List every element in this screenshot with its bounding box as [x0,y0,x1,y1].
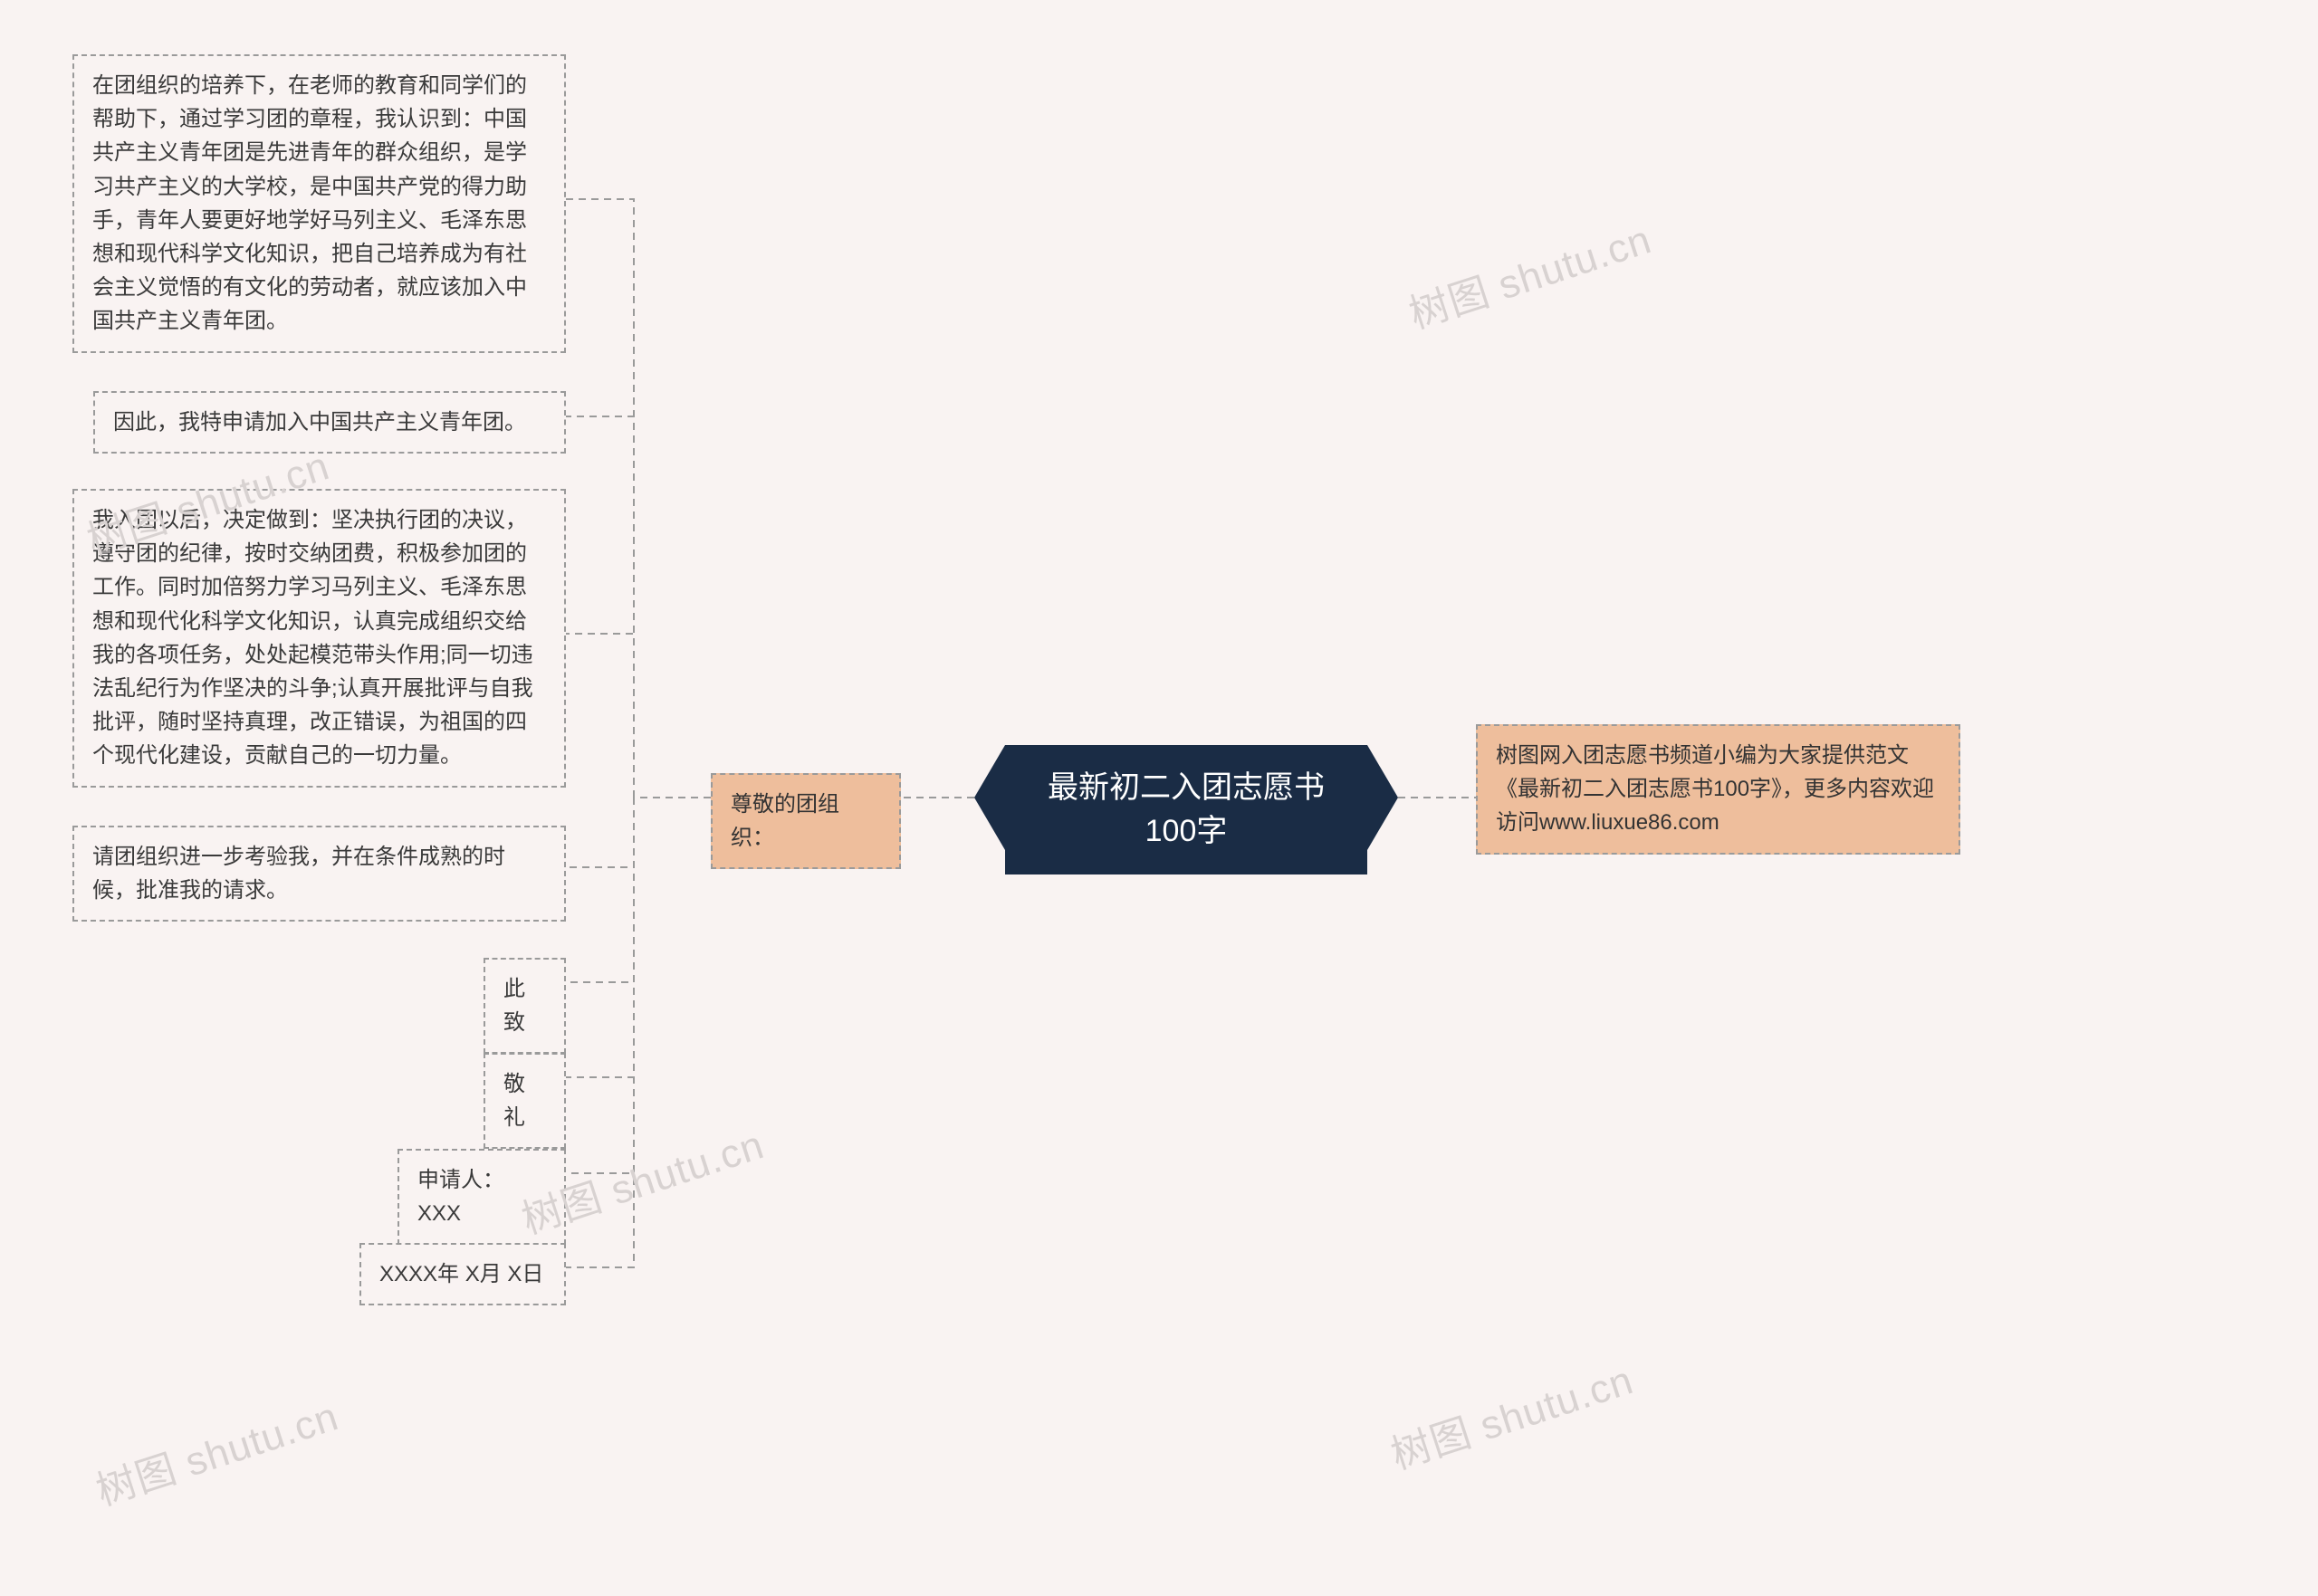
mindmap-center-node: 最新初二入团志愿书100字 [1005,745,1367,874]
mindmap-left-child: 此致 [484,958,566,1054]
watermark: 树图 shutu.cn [88,1384,345,1517]
mindmap-left-child: 因此，我特申请加入中国共产主义青年团。 [93,391,566,454]
mindmap-left-child: 请团组织进一步考验我，并在条件成熟的时候，批准我的请求。 [72,826,566,922]
mindmap-left-child: 申请人：XXX [398,1149,566,1245]
mindmap-left-child: 在团组织的培养下，在老师的教育和同学们的帮助下，通过学习团的章程，我认识到：中国… [72,54,566,353]
mindmap-right-node: 树图网入团志愿书频道小编为大家提供范文《最新初二入团志愿书100字》，更多内容欢… [1476,724,1960,855]
watermark: 树图 shutu.cn [1401,207,1658,340]
mindmap-left-child: 敬礼 [484,1053,566,1149]
mindmap-left-parent: 尊敬的团组织： [711,773,901,869]
mindmap-left-child: XXXX年 X月 X日 [359,1243,566,1305]
mindmap-left-child: 我入团以后，决定做到：坚决执行团的决议，遵守团的纪律，按时交纳团费，积极参加团的… [72,489,566,788]
watermark: 树图 shutu.cn [1383,1348,1640,1481]
